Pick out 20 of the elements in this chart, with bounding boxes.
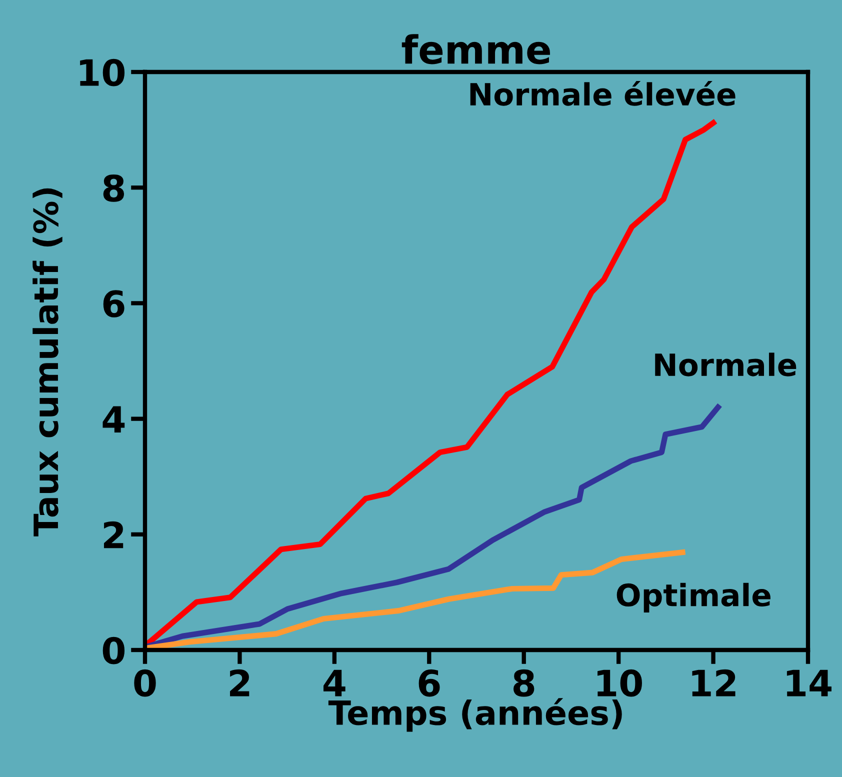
y-tick-label: 10 xyxy=(80,58,125,86)
y-tick-label: 2 xyxy=(104,521,124,548)
series-label: Normale élevée xyxy=(470,80,736,106)
x-tick-label: 8 xyxy=(514,669,534,697)
chart-title: femme xyxy=(402,34,550,64)
x-tick-label: 14 xyxy=(786,670,832,696)
y-tick-label: 8 xyxy=(103,174,124,202)
x-tick-label: 10 xyxy=(598,669,642,697)
x-tick-label: 2 xyxy=(230,669,250,696)
y-tick-label: 0 xyxy=(102,636,125,664)
y-axis-title: Taux cumulatif (%) xyxy=(32,188,62,536)
x-tick-label: 6 xyxy=(418,669,440,697)
x-axis-title: Temps (années) xyxy=(328,698,622,732)
series-label: Normale xyxy=(655,352,796,376)
x-tick-label: 12 xyxy=(692,669,736,696)
x-tick-label: 0 xyxy=(134,669,156,697)
series-label: Optimale xyxy=(616,582,770,612)
y-tick-label: 4 xyxy=(102,406,125,433)
x-tick-label: 4 xyxy=(323,670,346,696)
y-tick-label: 6 xyxy=(103,290,124,318)
